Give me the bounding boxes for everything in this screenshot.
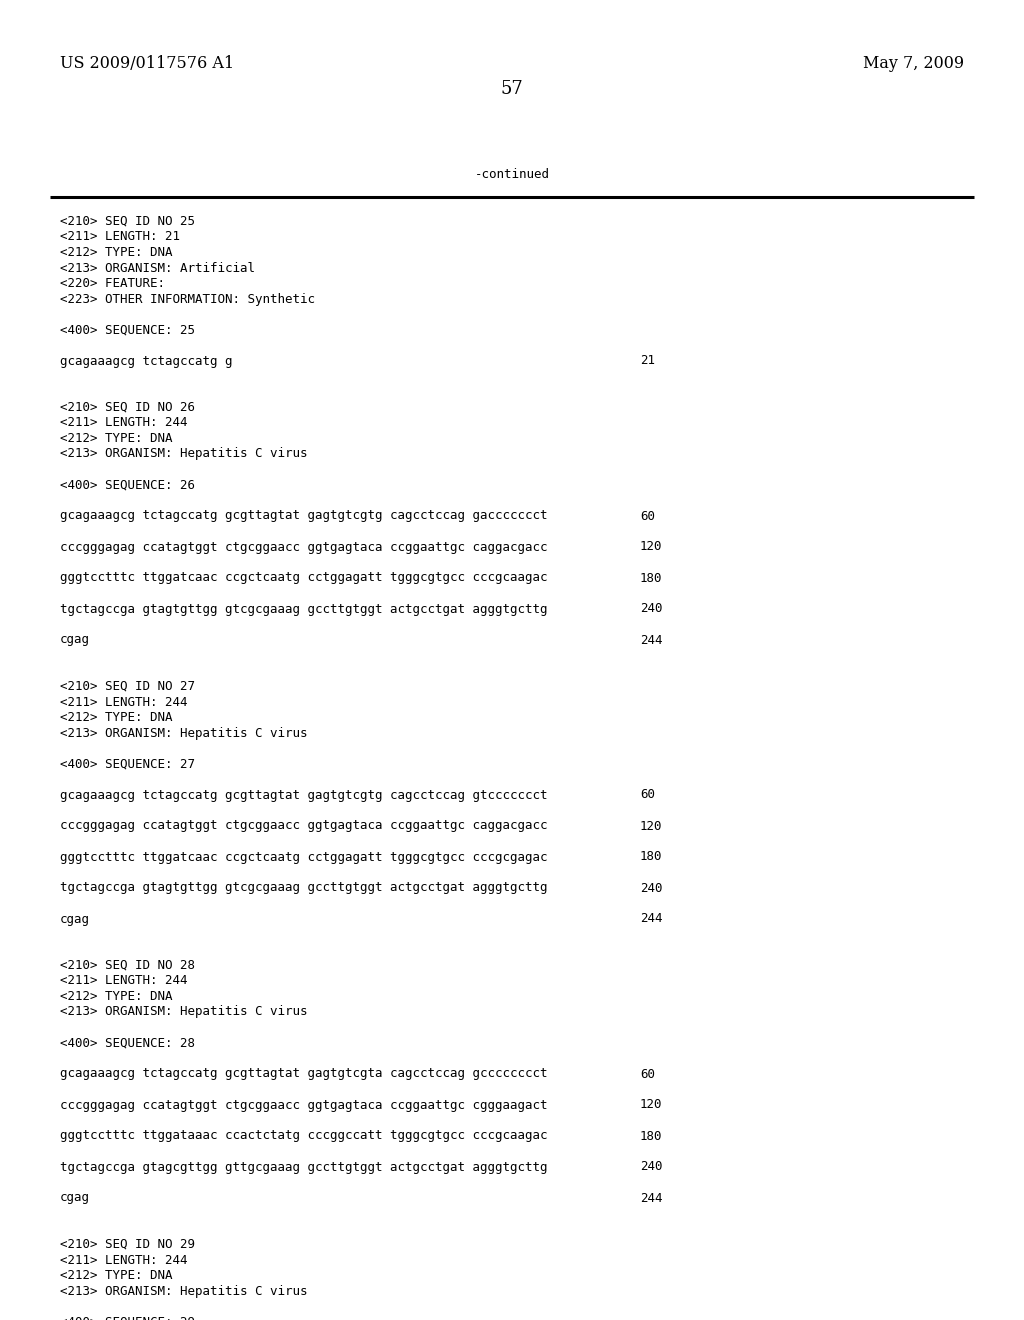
Text: gggtcctttc ttggatcaac ccgctcaatg cctggagatt tgggcgtgcc cccgcgagac: gggtcctttc ttggatcaac ccgctcaatg cctggag… xyxy=(60,850,548,863)
Text: <220> FEATURE:: <220> FEATURE: xyxy=(60,277,165,290)
Text: 180: 180 xyxy=(640,572,663,585)
Text: <223> OTHER INFORMATION: Synthetic: <223> OTHER INFORMATION: Synthetic xyxy=(60,293,315,305)
Text: <210> SEQ ID NO 27: <210> SEQ ID NO 27 xyxy=(60,680,195,693)
Text: tgctagccga gtagtgttgg gtcgcgaaag gccttgtggt actgcctgat agggtgcttg: tgctagccga gtagtgttgg gtcgcgaaag gccttgt… xyxy=(60,602,548,615)
Text: <213> ORGANISM: Hepatitis C virus: <213> ORGANISM: Hepatitis C virus xyxy=(60,447,307,461)
Text: 57: 57 xyxy=(501,81,523,98)
Text: <400> SEQUENCE: 27: <400> SEQUENCE: 27 xyxy=(60,758,195,771)
Text: <211> LENGTH: 244: <211> LENGTH: 244 xyxy=(60,974,187,987)
Text: <400> SEQUENCE: 25: <400> SEQUENCE: 25 xyxy=(60,323,195,337)
Text: gcagaaagcg tctagccatg gcgttagtat gagtgtcgta cagcctccag gcccccccct: gcagaaagcg tctagccatg gcgttagtat gagtgtc… xyxy=(60,1068,548,1081)
Text: 60: 60 xyxy=(640,788,655,801)
Text: cgag: cgag xyxy=(60,1192,90,1204)
Text: <210> SEQ ID NO 28: <210> SEQ ID NO 28 xyxy=(60,960,195,972)
Text: <212> TYPE: DNA: <212> TYPE: DNA xyxy=(60,711,172,723)
Text: 120: 120 xyxy=(640,1098,663,1111)
Text: gcagaaagcg tctagccatg gcgttagtat gagtgtcgtg cagcctccag gtccccccct: gcagaaagcg tctagccatg gcgttagtat gagtgtc… xyxy=(60,788,548,801)
Text: tgctagccga gtagcgttgg gttgcgaaag gccttgtggt actgcctgat agggtgcttg: tgctagccga gtagcgttgg gttgcgaaag gccttgt… xyxy=(60,1160,548,1173)
Text: cgag: cgag xyxy=(60,912,90,925)
Text: cccgggagag ccatagtggt ctgcggaacc ggtgagtaca ccggaattgc caggacgacc: cccgggagag ccatagtggt ctgcggaacc ggtgagt… xyxy=(60,540,548,553)
Text: <212> TYPE: DNA: <212> TYPE: DNA xyxy=(60,432,172,445)
Text: 21: 21 xyxy=(640,355,655,367)
Text: -continued: -continued xyxy=(474,168,550,181)
Text: <211> LENGTH: 21: <211> LENGTH: 21 xyxy=(60,231,180,243)
Text: gggtcctttc ttggataaac ccactctatg cccggccatt tgggcgtgcc cccgcaagac: gggtcctttc ttggataaac ccactctatg cccggcc… xyxy=(60,1130,548,1143)
Text: <211> LENGTH: 244: <211> LENGTH: 244 xyxy=(60,696,187,709)
Text: 240: 240 xyxy=(640,602,663,615)
Text: May 7, 2009: May 7, 2009 xyxy=(863,55,964,73)
Text: <210> SEQ ID NO 25: <210> SEQ ID NO 25 xyxy=(60,215,195,228)
Text: gcagaaagcg tctagccatg gcgttagtat gagtgtcgtg cagcctccag gaccccccct: gcagaaagcg tctagccatg gcgttagtat gagtgtc… xyxy=(60,510,548,523)
Text: <210> SEQ ID NO 29: <210> SEQ ID NO 29 xyxy=(60,1238,195,1251)
Text: 180: 180 xyxy=(640,1130,663,1143)
Text: <400> SEQUENCE: 26: <400> SEQUENCE: 26 xyxy=(60,479,195,491)
Text: 60: 60 xyxy=(640,510,655,523)
Text: 120: 120 xyxy=(640,820,663,833)
Text: 120: 120 xyxy=(640,540,663,553)
Text: <212> TYPE: DNA: <212> TYPE: DNA xyxy=(60,1269,172,1282)
Text: gcagaaagcg tctagccatg g: gcagaaagcg tctagccatg g xyxy=(60,355,232,367)
Text: <211> LENGTH: 244: <211> LENGTH: 244 xyxy=(60,1254,187,1266)
Text: <213> ORGANISM: Artificial: <213> ORGANISM: Artificial xyxy=(60,261,255,275)
Text: 244: 244 xyxy=(640,1192,663,1204)
Text: <210> SEQ ID NO 26: <210> SEQ ID NO 26 xyxy=(60,401,195,414)
Text: gggtcctttc ttggatcaac ccgctcaatg cctggagatt tgggcgtgcc cccgcaagac: gggtcctttc ttggatcaac ccgctcaatg cctggag… xyxy=(60,572,548,585)
Text: 240: 240 xyxy=(640,882,663,895)
Text: cccgggagag ccatagtggt ctgcggaacc ggtgagtaca ccggaattgc cgggaagact: cccgggagag ccatagtggt ctgcggaacc ggtgagt… xyxy=(60,1098,548,1111)
Text: <213> ORGANISM: Hepatitis C virus: <213> ORGANISM: Hepatitis C virus xyxy=(60,1284,307,1298)
Text: 60: 60 xyxy=(640,1068,655,1081)
Text: <212> TYPE: DNA: <212> TYPE: DNA xyxy=(60,990,172,1003)
Text: 244: 244 xyxy=(640,634,663,647)
Text: <213> ORGANISM: Hepatitis C virus: <213> ORGANISM: Hepatitis C virus xyxy=(60,1006,307,1019)
Text: <400> SEQUENCE: 28: <400> SEQUENCE: 28 xyxy=(60,1036,195,1049)
Text: 244: 244 xyxy=(640,912,663,925)
Text: cgag: cgag xyxy=(60,634,90,647)
Text: 180: 180 xyxy=(640,850,663,863)
Text: cccgggagag ccatagtggt ctgcggaacc ggtgagtaca ccggaattgc caggacgacc: cccgggagag ccatagtggt ctgcggaacc ggtgagt… xyxy=(60,820,548,833)
Text: <211> LENGTH: 244: <211> LENGTH: 244 xyxy=(60,417,187,429)
Text: <400> SEQUENCE: 29: <400> SEQUENCE: 29 xyxy=(60,1316,195,1320)
Text: <213> ORGANISM: Hepatitis C virus: <213> ORGANISM: Hepatitis C virus xyxy=(60,726,307,739)
Text: 240: 240 xyxy=(640,1160,663,1173)
Text: <212> TYPE: DNA: <212> TYPE: DNA xyxy=(60,246,172,259)
Text: US 2009/0117576 A1: US 2009/0117576 A1 xyxy=(60,55,234,73)
Text: tgctagccga gtagtgttgg gtcgcgaaag gccttgtggt actgcctgat agggtgcttg: tgctagccga gtagtgttgg gtcgcgaaag gccttgt… xyxy=(60,882,548,895)
